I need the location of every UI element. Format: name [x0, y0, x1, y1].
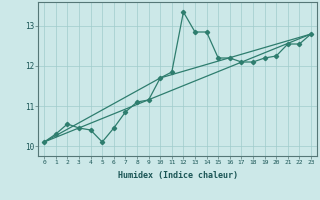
X-axis label: Humidex (Indice chaleur): Humidex (Indice chaleur)	[118, 171, 238, 180]
